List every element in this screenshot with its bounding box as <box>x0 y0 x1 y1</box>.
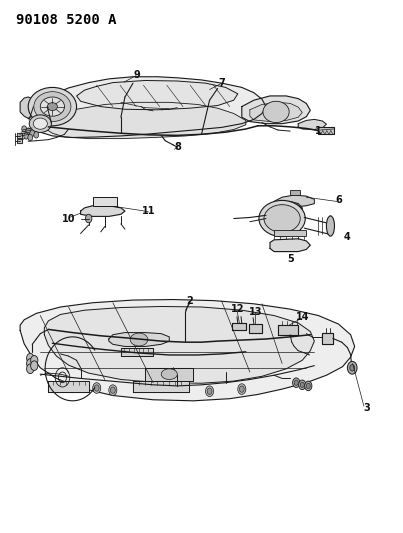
Polygon shape <box>36 77 266 138</box>
Text: 9: 9 <box>134 70 140 79</box>
Polygon shape <box>17 139 22 143</box>
Bar <box>318 127 334 134</box>
Circle shape <box>238 384 246 394</box>
Circle shape <box>294 380 298 385</box>
Text: 14: 14 <box>295 312 309 322</box>
Circle shape <box>300 382 304 387</box>
Circle shape <box>293 378 300 387</box>
Polygon shape <box>266 201 302 221</box>
Bar <box>290 190 300 195</box>
Bar <box>93 197 117 206</box>
Circle shape <box>305 381 312 391</box>
Polygon shape <box>20 300 355 401</box>
Text: 11: 11 <box>142 206 156 215</box>
Polygon shape <box>278 325 298 335</box>
Circle shape <box>30 130 35 136</box>
Polygon shape <box>298 119 326 130</box>
Ellipse shape <box>326 216 334 236</box>
Text: 5: 5 <box>287 254 293 263</box>
Circle shape <box>27 364 34 374</box>
Polygon shape <box>249 324 262 333</box>
Ellipse shape <box>29 115 52 133</box>
Ellipse shape <box>263 101 289 123</box>
Circle shape <box>347 361 357 374</box>
Circle shape <box>34 132 39 138</box>
Circle shape <box>31 361 38 370</box>
Circle shape <box>93 383 101 393</box>
Circle shape <box>85 214 92 223</box>
Text: 13: 13 <box>249 307 263 317</box>
Circle shape <box>206 386 214 397</box>
Polygon shape <box>121 348 153 356</box>
Polygon shape <box>274 195 314 207</box>
Circle shape <box>207 388 212 394</box>
Text: 7: 7 <box>218 78 225 87</box>
Circle shape <box>110 387 115 393</box>
Text: 4: 4 <box>343 232 350 242</box>
Circle shape <box>22 126 27 132</box>
Circle shape <box>27 353 34 363</box>
Circle shape <box>299 380 306 390</box>
Polygon shape <box>44 102 246 139</box>
Polygon shape <box>270 239 310 252</box>
Polygon shape <box>48 381 89 392</box>
Polygon shape <box>250 102 302 122</box>
Text: 6: 6 <box>335 195 342 205</box>
Polygon shape <box>109 333 169 346</box>
Text: 1: 1 <box>315 126 322 135</box>
Ellipse shape <box>130 333 148 346</box>
Circle shape <box>26 128 31 134</box>
Polygon shape <box>77 80 238 110</box>
Bar <box>274 230 306 236</box>
Circle shape <box>239 386 244 392</box>
Polygon shape <box>20 97 36 118</box>
Ellipse shape <box>161 369 177 379</box>
Text: 3: 3 <box>364 403 370 413</box>
Text: 12: 12 <box>231 304 245 314</box>
Ellipse shape <box>259 200 305 237</box>
Circle shape <box>109 385 117 395</box>
Polygon shape <box>232 323 246 330</box>
Circle shape <box>27 359 34 368</box>
Circle shape <box>306 383 310 389</box>
Polygon shape <box>81 206 125 216</box>
Ellipse shape <box>48 102 58 110</box>
Polygon shape <box>133 381 189 392</box>
Polygon shape <box>44 306 314 383</box>
Polygon shape <box>322 333 333 344</box>
Text: 90108 5200 A: 90108 5200 A <box>16 13 116 27</box>
Circle shape <box>28 134 33 141</box>
Circle shape <box>31 356 38 365</box>
Polygon shape <box>145 368 193 381</box>
Polygon shape <box>17 133 22 138</box>
Circle shape <box>94 385 99 391</box>
Text: 2: 2 <box>186 296 193 306</box>
Ellipse shape <box>28 87 77 126</box>
Circle shape <box>350 365 355 371</box>
Text: 10: 10 <box>62 214 75 223</box>
Text: 8: 8 <box>174 142 181 151</box>
Ellipse shape <box>40 97 64 116</box>
Ellipse shape <box>34 92 71 122</box>
Ellipse shape <box>264 205 300 232</box>
Circle shape <box>24 133 29 139</box>
Polygon shape <box>242 96 310 124</box>
Ellipse shape <box>33 118 48 130</box>
